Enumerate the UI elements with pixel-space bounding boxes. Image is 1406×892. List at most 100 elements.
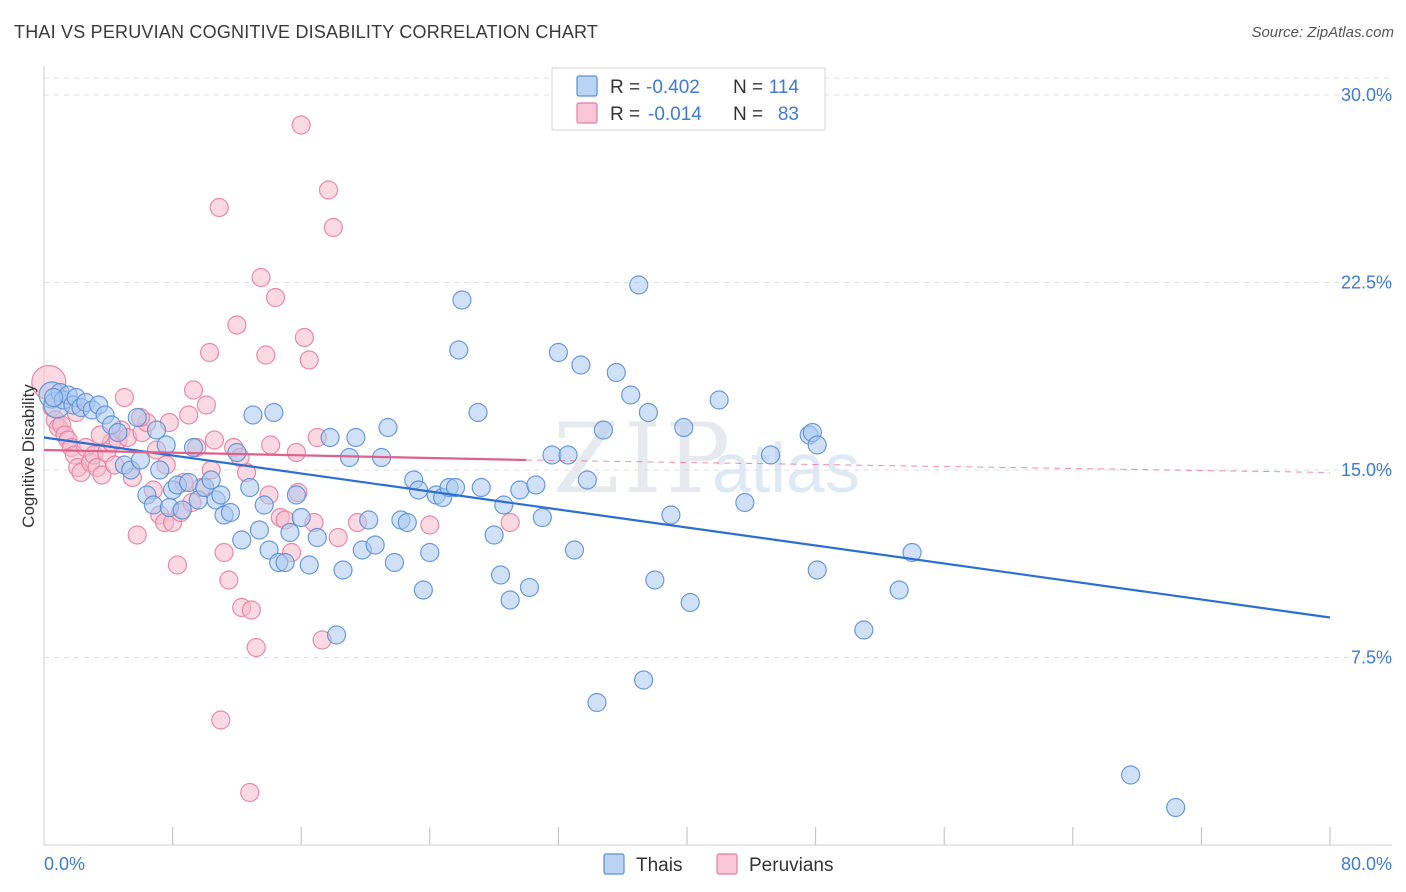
watermark-atlas: atlas: [712, 429, 860, 507]
thai-point: [143, 495, 163, 515]
peru-point: [209, 197, 229, 218]
thai-point: [291, 507, 311, 528]
peru-point: [92, 465, 112, 485]
peru-point: [241, 600, 261, 620]
peru-point: [211, 710, 231, 730]
x-tick-label-max: 80.0%: [1341, 854, 1392, 874]
thai-point: [420, 542, 440, 563]
thai-r-label: R =: [610, 77, 640, 98]
thai-point: [889, 580, 909, 600]
thai-point: [548, 342, 569, 363]
thai-point: [299, 555, 319, 575]
thai-point: [240, 477, 260, 498]
thai-point: [211, 485, 231, 505]
thai-point: [127, 407, 147, 428]
thai-point: [638, 402, 659, 423]
thai-point: [254, 495, 274, 515]
axes: [43, 66, 1392, 846]
thai-point: [359, 510, 379, 530]
y-tick-label: 22.5%: [1341, 273, 1392, 293]
thai-point: [807, 560, 827, 580]
thai-point: [333, 560, 353, 580]
thai-legend-swatch: [576, 75, 598, 97]
thai-point: [264, 402, 284, 423]
grid: [44, 77, 1392, 658]
thai-point: [384, 552, 405, 573]
peru-point: [265, 287, 286, 308]
thai-point: [629, 275, 649, 295]
peru-point: [167, 555, 188, 575]
thai-trend-line: [43, 436, 1331, 619]
thai-point: [490, 565, 511, 585]
peru-point: [261, 435, 281, 455]
thai-point: [526, 475, 546, 495]
thai-point: [519, 577, 540, 598]
peru-point: [183, 380, 204, 400]
peru-point: [420, 515, 440, 535]
thai-point: [680, 592, 700, 613]
y-axis-title: Cognitive Disability: [19, 384, 38, 528]
thais-legend-label: Thais: [636, 855, 682, 876]
thai-point: [760, 445, 781, 465]
thai-point: [227, 442, 247, 463]
thai-point: [633, 670, 654, 690]
peru-point: [227, 315, 247, 335]
thai-point: [130, 450, 151, 470]
thai-point: [452, 290, 472, 310]
thai-point: [150, 460, 170, 480]
thai-point: [807, 435, 827, 455]
data-points: [31, 115, 1186, 818]
peru-point: [251, 267, 271, 288]
peru-point: [179, 405, 199, 425]
thai-point: [571, 355, 591, 375]
thai-point: [346, 427, 366, 448]
thai-point: [108, 422, 128, 443]
thai-point: [320, 427, 340, 448]
peru-r-label: R =: [610, 104, 640, 125]
thai-point: [220, 502, 241, 523]
thai-point: [542, 445, 562, 465]
thai-point: [232, 530, 252, 550]
thai-point: [902, 542, 922, 563]
thai-point: [326, 625, 347, 645]
thai-point: [243, 405, 263, 425]
peru-point: [500, 512, 520, 533]
peru-point: [214, 542, 234, 563]
thai-point: [172, 500, 192, 520]
thai-point: [365, 535, 385, 555]
y-tick-label: 30.0%: [1341, 85, 1392, 105]
peru-point: [294, 327, 315, 348]
peru-trend-line-extension: [526, 459, 1331, 473]
watermark-zip: ZIP: [553, 403, 734, 515]
thai-point: [593, 420, 614, 440]
thai-point: [621, 385, 641, 405]
thai-point: [645, 570, 665, 590]
thai-r-value: -0.402: [646, 77, 700, 98]
peru-legend-swatch: [576, 102, 598, 124]
peruvians-legend-swatch: [716, 853, 738, 875]
thai-point: [1166, 797, 1186, 818]
peru-point: [219, 570, 239, 590]
thais-legend-swatch: [603, 853, 625, 875]
thai-point: [275, 552, 295, 573]
peru-n-value: 83: [778, 104, 799, 125]
thai-n-value: 114: [769, 77, 800, 98]
thai-point: [1121, 765, 1141, 785]
thai-point: [286, 485, 306, 505]
thai-point: [397, 512, 417, 533]
series-legend: Thais Peruvians: [603, 853, 834, 876]
thai-point: [854, 620, 874, 640]
peru-point: [246, 637, 266, 658]
peru-point: [323, 217, 343, 238]
chart-title: THAI VS PERUVIAN COGNITIVE DISABILITY CO…: [14, 22, 599, 42]
y-tick-labels: 7.5% 15.0% 22.5% 30.0%: [1341, 85, 1392, 668]
trend-lines: [43, 436, 1331, 619]
peru-point: [204, 430, 224, 450]
peru-n-label: N =: [733, 104, 763, 125]
peruvians-legend-label: Peruvians: [749, 855, 834, 876]
thai-point: [146, 420, 167, 440]
thai-point: [280, 522, 300, 543]
peru-point: [114, 387, 134, 408]
thai-point: [510, 480, 530, 500]
